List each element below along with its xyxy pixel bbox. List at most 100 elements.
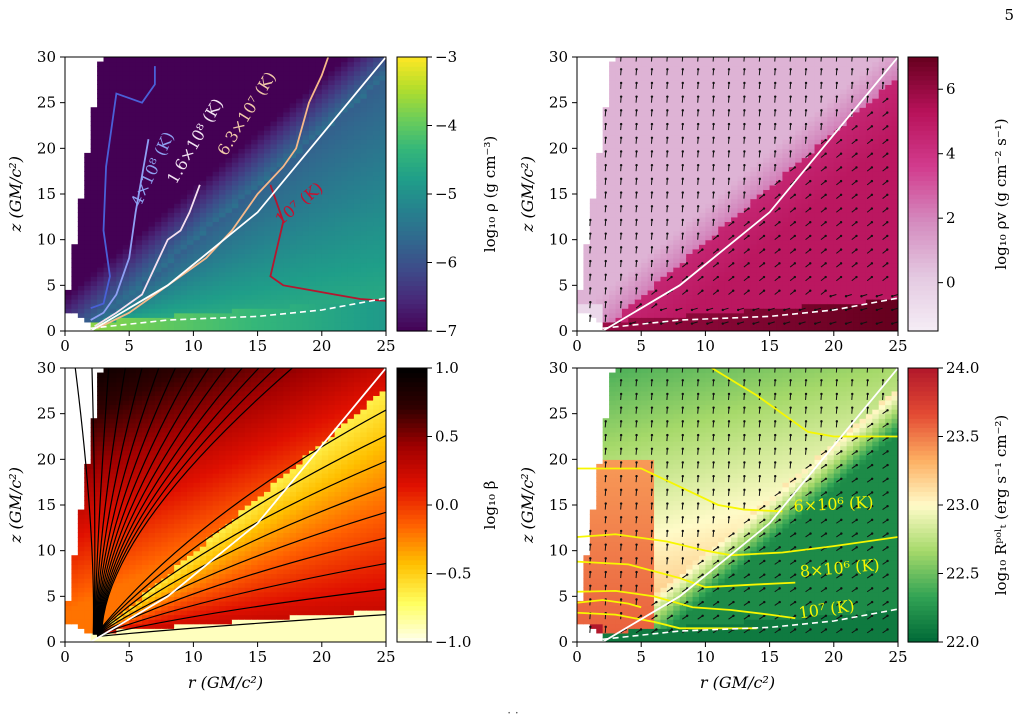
arrow-head (886, 179, 889, 183)
colorbar-label: log₁₀ Rᵖᵒˡₜ (erg s⁻¹ cm⁻²) (992, 415, 1010, 595)
arrow-head (696, 420, 700, 423)
arrow-head (882, 365, 884, 367)
arrow-head (870, 152, 874, 155)
arrow-head (604, 163, 607, 167)
arrow-head (701, 573, 704, 576)
arrow-head (732, 234, 735, 238)
arrow-head (886, 491, 889, 494)
colorbar-swatch (908, 130, 938, 136)
arrow-head (619, 433, 623, 437)
arrow-head (701, 262, 704, 265)
colorbar-swatch (397, 171, 427, 177)
colorbar-swatch (908, 399, 938, 406)
arrow-head (886, 559, 889, 563)
x-tick-label: 5 (636, 337, 646, 355)
arrow-head (758, 461, 762, 464)
arrow-head (650, 205, 654, 208)
arrow-head (666, 502, 669, 505)
arrow-head (727, 163, 731, 167)
arrow-head (635, 68, 638, 71)
y-tick-label: 0 (46, 633, 56, 651)
arrow-head (619, 502, 623, 505)
arrow-head (824, 491, 828, 494)
arrow-head (619, 259, 623, 263)
colorbar: −1.0 −0.5 0.0 0.5 1.0 log₁₀ β (396, 359, 499, 651)
arrow-head (650, 420, 654, 423)
arrow-head (619, 488, 623, 492)
arrow-head (762, 248, 766, 251)
colorbar-swatch (908, 518, 938, 524)
colorbar-swatch (908, 116, 938, 122)
arrow-head (901, 207, 903, 209)
arrow-head (732, 573, 735, 576)
arrow-head (824, 600, 828, 604)
arrow-head (778, 518, 781, 522)
arrow-head (789, 433, 792, 437)
arrow-head (681, 392, 684, 396)
arrow-head (712, 163, 715, 167)
arrow-head (712, 95, 715, 98)
vector-arrow (897, 170, 898, 172)
arrow-head (666, 191, 669, 194)
arrow-head (789, 447, 792, 450)
colorbar-swatch (397, 427, 427, 433)
arrow-head (824, 463, 828, 467)
colorbar-tick-label: 0.0 (435, 496, 459, 514)
arrow-head (840, 587, 843, 590)
arrow-head (855, 125, 858, 128)
arrow-head (604, 420, 607, 423)
arrow-head (666, 177, 669, 181)
arrow-head (804, 392, 808, 396)
arrow-head (701, 275, 704, 279)
arrow-head (604, 273, 607, 276)
arrow-head (736, 308, 740, 312)
arrow-head (886, 628, 889, 631)
colorbar-swatch (908, 289, 938, 296)
arrow-head (901, 180, 903, 182)
arrow-head (732, 532, 735, 535)
arrow-head (747, 587, 751, 590)
arrow-head (732, 248, 735, 251)
colorbar-swatch (908, 321, 938, 328)
x-tick-label: 20 (312, 337, 331, 355)
arrow-head (902, 519, 904, 521)
arrow-head (840, 573, 843, 576)
arrow-head (758, 136, 762, 139)
arrow-head (844, 308, 848, 312)
colorbar-swatch (908, 381, 938, 387)
colorbar-tick-label: 4 (946, 145, 956, 163)
arrow-head (675, 322, 678, 325)
colorbar-swatch (908, 459, 938, 465)
arrow-head (604, 177, 607, 181)
colorbar-swatch (397, 285, 427, 291)
arrow-head (774, 447, 777, 450)
arrow-head (666, 543, 669, 546)
arrow-head (851, 379, 854, 382)
arrow-head (809, 248, 812, 251)
colorbar-swatch (908, 125, 938, 131)
arrow-head (682, 54, 684, 56)
x-axis-label: r (GM/c²) (700, 673, 775, 692)
colorbar-swatch (908, 404, 938, 410)
colorbar-swatch (908, 294, 938, 300)
colorbar-swatch (908, 377, 938, 383)
arrow-head (824, 587, 828, 590)
arrow-head (747, 559, 751, 563)
arrow-head (855, 207, 858, 210)
arrow-head (604, 205, 607, 208)
arrow-head (870, 193, 874, 197)
arrow-head (747, 532, 751, 535)
colorbar-tick-label: −0.5 (435, 565, 471, 583)
arrow-head (619, 205, 623, 208)
arrow-head (809, 587, 812, 590)
colorbar-swatch (908, 582, 938, 588)
colorbar-tick-label: −1.0 (435, 633, 471, 651)
colorbar-swatch (908, 152, 938, 159)
arrow-head (824, 221, 827, 224)
arrow-head (666, 529, 669, 533)
arrow-head (824, 248, 827, 251)
y-axis-label: z (GM/c²) (518, 156, 537, 233)
arrow-head (814, 322, 817, 325)
vector-arrow (897, 440, 898, 442)
arrow-head (829, 295, 832, 298)
